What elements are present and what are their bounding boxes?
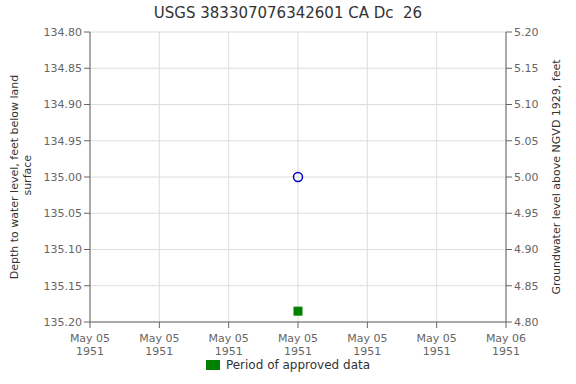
svg-text:135.05: 135.05: [44, 207, 83, 220]
svg-text:4.90: 4.90: [514, 243, 539, 256]
svg-text:134.95: 134.95: [44, 135, 83, 148]
svg-text:5.05: 5.05: [514, 135, 539, 148]
svg-text:4.80: 4.80: [514, 316, 539, 329]
svg-text:135.00: 135.00: [44, 171, 83, 184]
svg-text:5.00: 5.00: [514, 171, 539, 184]
svg-text:5.20: 5.20: [514, 26, 539, 39]
svg-text:135.10: 135.10: [44, 243, 83, 256]
svg-text:May 061951: May 061951: [486, 332, 526, 358]
svg-text:Depth to water level, feet bel: Depth to water level, feet below land: [8, 75, 21, 280]
svg-text:135.15: 135.15: [44, 280, 83, 293]
svg-text:May 051951: May 051951: [347, 332, 387, 358]
svg-text:4.95: 4.95: [514, 207, 539, 220]
svg-text:134.85: 134.85: [44, 62, 83, 75]
html-text:USGS 383307076342601 CA Dc 26: USGS 383307076342601 CA Dc 26: [153, 4, 423, 22]
svg-text:134.80: 134.80: [44, 26, 83, 39]
svg-text:4.85: 4.85: [514, 280, 539, 293]
svg-text:May 051951: May 051951: [139, 332, 179, 358]
svg-text:135.20: 135.20: [44, 316, 83, 329]
svg-text:surface: surface: [21, 155, 34, 199]
svg-text:5.15: 5.15: [514, 62, 539, 75]
svg-text:Groundwater level above NGVD 1: Groundwater level above NGVD 1929, feet: [550, 59, 563, 295]
svg-text:May 051951: May 051951: [70, 332, 110, 358]
svg-text:5.10: 5.10: [514, 98, 539, 111]
svg-text:May 051951: May 051951: [209, 332, 249, 358]
svg-text:May 051951: May 051951: [417, 332, 457, 358]
svg-text:May 051951: May 051951: [278, 332, 318, 358]
svg-text:134.90: 134.90: [44, 98, 83, 111]
html-text:Period of approved data: Period of approved data: [225, 358, 371, 372]
